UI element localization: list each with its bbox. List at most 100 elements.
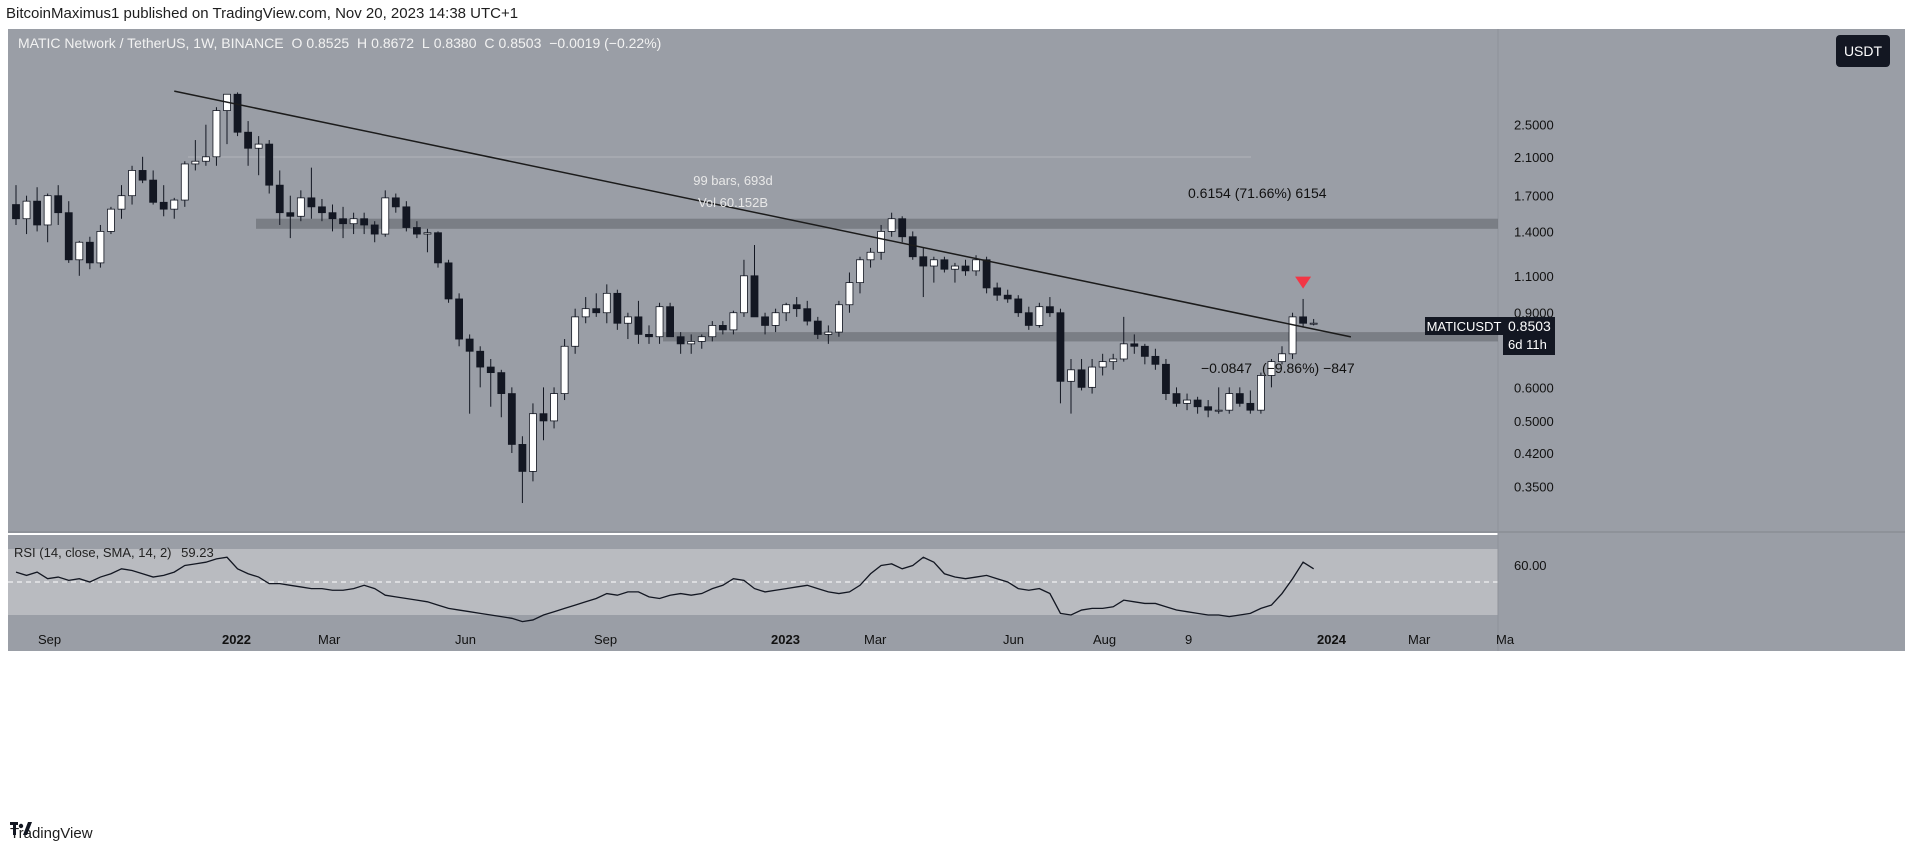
legend-high-value: 0.8672 [371, 35, 414, 51]
descending-trendline[interactable] [174, 90, 1352, 338]
time-axis-label: Mar [318, 632, 341, 647]
candle-body [1046, 306, 1054, 314]
candle-body [149, 179, 158, 203]
candle-body [1151, 355, 1160, 365]
candle-body [1140, 345, 1149, 357]
candle-body [1288, 316, 1297, 355]
candle-body [486, 366, 495, 374]
candle-body [476, 350, 485, 368]
candle-body [1088, 366, 1096, 388]
candle-body [85, 241, 94, 264]
candle-body [455, 298, 464, 340]
candle-body [349, 218, 358, 225]
candle-body [233, 93, 242, 133]
candle-body [328, 212, 337, 220]
chart-canvas[interactable]: 99 bars, 693d Vol 60.152B 0.6154 (71.66%… [8, 29, 1905, 820]
price-tick-label: 0.6000 [1514, 380, 1554, 395]
candle-body [1246, 402, 1255, 411]
candle-body [275, 184, 284, 214]
candle-body [1077, 369, 1086, 388]
candle-body [201, 156, 210, 162]
candle-body [729, 312, 738, 331]
candle-body [12, 204, 20, 220]
candle-body [412, 227, 421, 235]
candle-body [887, 218, 896, 232]
time-axis-labels: Sep 2022 Mar Jun Sep 2023 Mar Jun Aug 9 2024 Mar Ma [38, 632, 1515, 647]
candle-body [1003, 294, 1012, 300]
candle-body [1309, 322, 1318, 325]
currency-button[interactable]: USDT [1836, 35, 1890, 67]
candle-body [634, 316, 643, 335]
last-price-bg [1503, 317, 1555, 355]
candle-body [1204, 406, 1213, 411]
candle-body [180, 163, 189, 201]
candle-body [972, 259, 980, 272]
symbol-label: MATICUSDT [1427, 319, 1502, 334]
rsi-legend: RSI (14, close, SMA, 14, 2) 59.23 [14, 545, 214, 560]
candle-body [993, 287, 1002, 296]
price-tick-label: 0.9000 [1514, 306, 1554, 321]
time-axis-label: Ma [1496, 632, 1515, 647]
chart-frame[interactable]: 99 bars, 693d Vol 60.152B 0.6154 (71.66%… [8, 29, 1905, 820]
candle-body [602, 292, 611, 314]
candle-body [951, 265, 959, 270]
candle-body [518, 444, 527, 472]
price-tick-label: 1.7000 [1514, 189, 1554, 204]
candle-body [1024, 312, 1033, 326]
candle-body [96, 231, 105, 264]
legend-low-value: 0.8380 [433, 35, 477, 51]
time-axis-label: Jun [1003, 632, 1024, 647]
legend-close-value: 0.8503 [498, 35, 542, 51]
candle-body [117, 195, 126, 210]
rsi-axis-tick: 60.00 [1514, 558, 1547, 573]
rsi-line [15, 556, 1314, 623]
candle-body [370, 224, 379, 235]
price-tick-label: 0.5000 [1514, 414, 1554, 429]
time-axis-label: 2024 [1317, 632, 1347, 647]
candle-body [877, 231, 885, 253]
candle-body [444, 262, 453, 300]
candle-body [813, 320, 822, 335]
price-tick-label: 2.5000 [1514, 118, 1554, 133]
candle-body [1267, 361, 1276, 376]
upper-measure-label: 0.6154 (71.66%) 6154 [1188, 185, 1327, 201]
last-price-label: 0.8503 [1508, 318, 1551, 334]
candle-body [929, 259, 938, 267]
candle-body [645, 334, 653, 338]
candle-body [940, 259, 949, 270]
time-axis-label: 2022 [222, 632, 251, 647]
price-tick-label: 1.4000 [1514, 224, 1554, 239]
price-axis[interactable] [1498, 29, 1905, 624]
candle-body [982, 259, 991, 289]
candle-body [687, 341, 696, 345]
publisher-line: BitcoinMaximus1 published on TradingView… [6, 5, 519, 22]
rsi-band [8, 549, 1498, 615]
symbol-label-bg [1425, 317, 1503, 335]
candle-body [1172, 393, 1181, 404]
candle-body [212, 110, 221, 158]
footer-brand: TradingView [10, 824, 93, 842]
candle-body [296, 197, 305, 217]
candle-body [159, 201, 168, 210]
candle-body [191, 160, 200, 165]
candle-body [550, 393, 558, 422]
candle-body [782, 304, 791, 314]
candle-body [866, 251, 875, 261]
candle-body [613, 292, 622, 324]
time-axis[interactable] [8, 624, 1905, 651]
candle-body [465, 338, 474, 352]
candle-body [898, 218, 907, 238]
legend-open-label: O [291, 35, 303, 51]
candle-body [497, 372, 506, 394]
price-tick-label: 1.1000 [1514, 269, 1554, 284]
candle-body [318, 206, 326, 214]
candle-body [423, 232, 432, 235]
candle-body [286, 212, 295, 217]
candle-body [1214, 409, 1223, 412]
candle-body [1035, 306, 1044, 326]
time-axis-label: Sep [38, 632, 61, 647]
candle-body [1235, 393, 1244, 404]
candle-body [107, 208, 115, 232]
tradingview-logo-icon [10, 822, 32, 835]
time-axis-label: Mar [1408, 632, 1431, 647]
